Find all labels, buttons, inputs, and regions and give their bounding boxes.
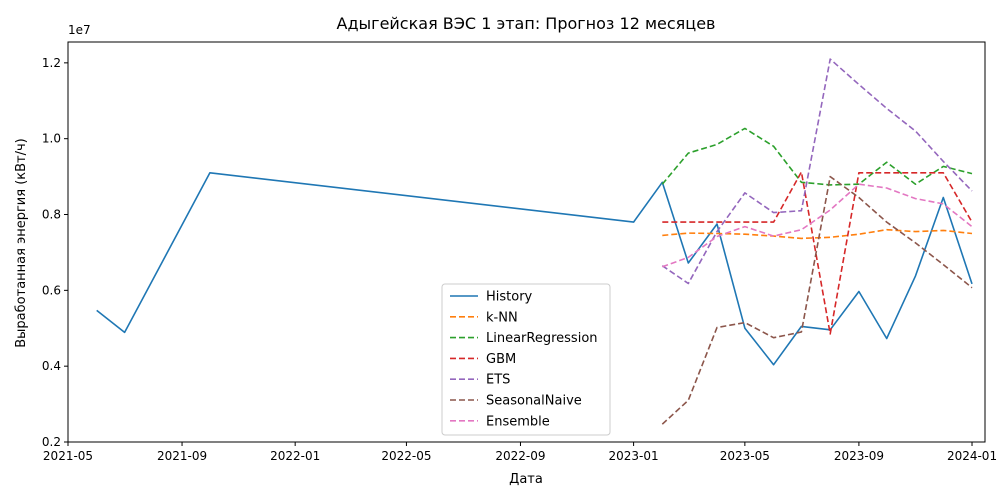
plot-frame	[67, 41, 986, 443]
legend-label: SeasonalNaive	[486, 394, 582, 409]
x-tick-label: 2021-05	[43, 449, 93, 463]
x-tick-label: 2022-09	[495, 449, 545, 463]
y-axis-title: Выработанная энергия (кВт/ч)	[14, 138, 29, 348]
plot-area: 2021-05 2021-09 2022-01 2022-05 2022-09 2023-…	[42, 41, 997, 463]
x-tick-label: 2023-09	[834, 449, 884, 463]
legend-box	[441, 283, 611, 436]
legend-label: LinearRegression	[486, 331, 598, 346]
chart-title: Адыгейская ВЭС 1 этап: Прогноз 12 месяце…	[337, 14, 716, 33]
series-line-ensemble	[662, 183, 973, 268]
y-multiplier-label: 1e7	[68, 23, 91, 37]
legend-label: History	[486, 290, 533, 305]
legend-label: GBM	[486, 352, 516, 367]
y-tick-label: 1.2	[42, 56, 61, 70]
series-line-linearregression	[661, 127, 973, 186]
x-tick-label: 2023-01	[609, 449, 659, 463]
x-tick-label: 2021-09	[157, 449, 207, 463]
series-line-k-nn	[662, 228, 973, 240]
legend: History k-NN LinearRegression GBM ETS Seasona…	[441, 283, 611, 436]
x-axis-title: Дата	[509, 472, 543, 487]
y-tick-label: 0.6	[42, 283, 61, 297]
legend-label: Ensemble	[486, 414, 550, 429]
x-tick-label: 2022-01	[270, 449, 320, 463]
series-line-gbm	[662, 171, 973, 335]
x-tick-label: 2023-05	[720, 449, 770, 463]
x-tick-label: 2024-01	[947, 449, 997, 463]
series-line-history	[96, 172, 973, 366]
series-line-seasonalnaive	[661, 175, 973, 425]
y-tick-label: 1.0	[42, 132, 61, 146]
legend-label: k-NN	[486, 310, 518, 325]
y-tick-label: 0.4	[42, 359, 61, 373]
y-tick-label: 0.8	[42, 208, 61, 222]
x-tick-label: 2022-05	[381, 449, 431, 463]
legend-label: ETS	[486, 373, 510, 388]
y-tick-label: 0.2	[42, 435, 61, 449]
